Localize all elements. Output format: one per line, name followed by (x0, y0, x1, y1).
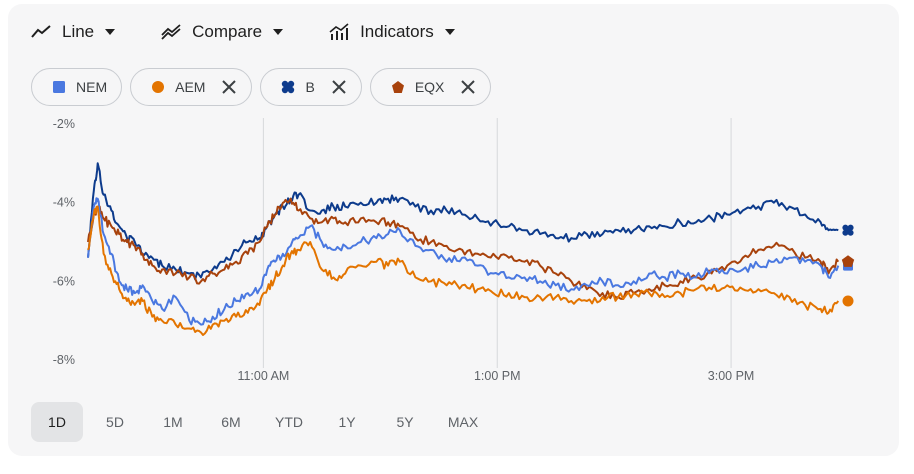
y-tick-label: -2% (53, 118, 75, 131)
compare-label: Compare (192, 22, 263, 41)
pentagon-marker-icon (391, 81, 404, 93)
chevron-down-icon (105, 29, 116, 35)
compare-button[interactable]: Compare (160, 18, 284, 46)
range-max-button[interactable]: MAX (447, 414, 479, 430)
line-chart-icon (31, 25, 51, 38)
range-5y-button[interactable]: 5Y (396, 414, 414, 430)
end-marker-aem (842, 295, 854, 307)
line-chart-type-button[interactable]: Line (30, 18, 116, 46)
compare-icon (161, 24, 181, 40)
square-marker-icon (53, 81, 65, 93)
x-tick-label: 1:00 PM (474, 369, 521, 383)
time-range-selector: 1D 5D 1M 6M YTD 1Y 5Y MAX (31, 402, 495, 442)
chip-label: EQX (414, 79, 445, 95)
range-1y-button[interactable]: 1Y (338, 414, 356, 430)
x-tick-label: 3:00 PM (708, 369, 755, 383)
range-ytd-button[interactable]: YTD (275, 414, 303, 430)
chevron-down-icon (444, 29, 455, 35)
range-1m-button[interactable]: 1M (163, 414, 183, 430)
chip-b[interactable]: B (260, 68, 362, 106)
chip-eqx[interactable]: EQX (369, 68, 492, 106)
series-line-b (87, 162, 839, 281)
chevron-down-icon (273, 29, 284, 35)
line-chart-type-label: Line (62, 22, 95, 41)
close-icon[interactable] (331, 79, 347, 95)
chip-label: AEM (175, 79, 206, 95)
chip-aem[interactable]: AEM (130, 68, 253, 106)
range-6m-button[interactable]: 6M (221, 414, 241, 430)
chip-label: NEM (76, 79, 108, 95)
close-icon[interactable] (460, 79, 476, 95)
series-line-nem (87, 197, 840, 326)
indicators-button[interactable]: Indicators (328, 18, 456, 46)
chip-label: B (305, 79, 315, 95)
y-tick-label: -8% (53, 353, 75, 367)
circle-marker-icon (152, 81, 165, 93)
y-tick-label: -6% (53, 274, 75, 288)
x-tick-label: 11:00 AM (237, 369, 289, 383)
clover-marker-icon (282, 80, 295, 94)
range-5d-button[interactable]: 5D (106, 414, 124, 430)
indicators-icon (329, 23, 349, 40)
end-marker-b (842, 224, 854, 236)
comparison-chips: NEM AEM B EQX (31, 68, 499, 106)
clover-center (845, 227, 851, 233)
price-comparison-chart[interactable]: -2% -4% -6% -8% 11:00 AM 1:00 PM 3:00 PM (8, 118, 888, 388)
end-marker-eqx (841, 255, 855, 267)
series-line-aem (87, 205, 840, 336)
chip-nem[interactable]: NEM (31, 68, 123, 106)
range-1d-button[interactable]: 1D (31, 402, 83, 442)
close-icon[interactable] (221, 79, 237, 95)
y-tick-label: -4% (53, 196, 75, 210)
chart-toolbar: Line Compare Indicators (30, 18, 500, 46)
indicators-label: Indicators (360, 22, 434, 41)
